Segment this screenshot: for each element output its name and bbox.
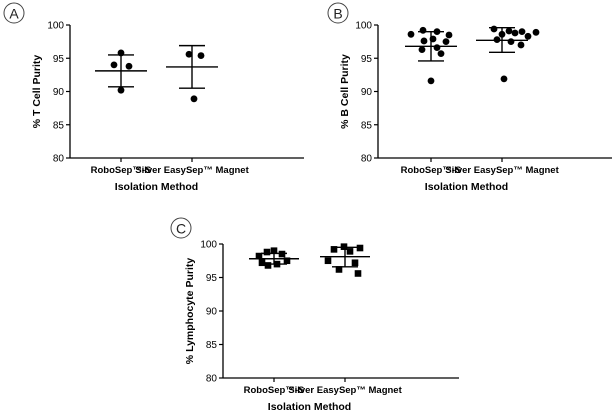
- x-axis-title: Isolation Method: [425, 181, 508, 193]
- data-point: [437, 50, 445, 57]
- data-point: [442, 38, 450, 46]
- x-category-label: RoboSep™-S: [244, 385, 305, 396]
- x-category-label: RoboSep™-S: [401, 165, 462, 176]
- data-point: [532, 28, 540, 36]
- y-axis-title: % T Cell Purity: [31, 55, 43, 129]
- y-tick-label: 85: [206, 340, 218, 351]
- y-tick-label: 95: [206, 273, 218, 284]
- panel-letter-circle: [3, 2, 25, 24]
- y-tick-label: 100: [355, 21, 372, 32]
- series-1: [405, 26, 457, 85]
- series-2: [320, 243, 370, 277]
- x-category-label: Silver EasySep™ Magnet: [288, 385, 402, 396]
- data-point: [490, 25, 498, 33]
- y-tick-label: 80: [206, 374, 218, 385]
- y-tick-label: 100: [200, 240, 217, 251]
- data-point: [255, 252, 263, 260]
- x-category-label: Silver EasySep™ Magnet: [135, 165, 249, 176]
- y-tick-label: 90: [53, 87, 65, 98]
- data-point: [407, 30, 415, 38]
- y-axis-title: % B Cell Purity: [339, 54, 351, 129]
- data-point: [433, 44, 441, 52]
- x-axis-title: Isolation Method: [115, 181, 198, 193]
- y-axis-title: % Lymphocyte Purity: [184, 258, 196, 365]
- data-point: [517, 41, 525, 49]
- data-point: [190, 95, 198, 103]
- data-point: [524, 32, 532, 40]
- data-point: [125, 62, 133, 70]
- data-point: [264, 262, 272, 269]
- y-tick-label: 80: [361, 154, 373, 165]
- panel-letter: B: [333, 6, 342, 22]
- y-tick-label: 85: [361, 120, 373, 131]
- data-point: [445, 31, 453, 39]
- data-point: [263, 248, 271, 256]
- y-tick-label: 85: [53, 120, 65, 131]
- data-point: [518, 28, 526, 36]
- y-tick-label: 95: [361, 54, 373, 65]
- x-category-label: RoboSep™-S: [91, 165, 152, 176]
- data-point: [335, 266, 343, 273]
- series-1: [95, 49, 147, 94]
- y-tick-label: 90: [206, 307, 218, 318]
- data-point: [346, 248, 354, 255]
- data-point: [197, 52, 205, 59]
- data-point: [420, 37, 428, 45]
- series-2: [166, 44, 218, 103]
- series-1: [249, 247, 299, 269]
- data-point: [324, 257, 332, 265]
- y-tick-label: 95: [53, 54, 65, 65]
- y-tick-label: 100: [47, 21, 64, 32]
- data-point: [354, 270, 362, 277]
- series-2: [476, 25, 540, 83]
- data-point: [110, 61, 118, 69]
- panel-letter: C: [176, 221, 186, 237]
- data-point: [283, 257, 291, 265]
- panel-letter-circle: [170, 217, 192, 239]
- data-point: [511, 29, 519, 37]
- data-point: [330, 246, 338, 253]
- data-point: [505, 27, 513, 35]
- x-axis-title: Isolation Method: [268, 401, 351, 413]
- data-point: [418, 46, 426, 54]
- panel-letter: A: [9, 6, 19, 22]
- data-point: [356, 244, 364, 252]
- x-category-label: Silver EasySep™ Magnet: [445, 165, 559, 176]
- data-point: [117, 86, 125, 94]
- y-tick-label: 90: [361, 87, 373, 98]
- data-point: [500, 75, 508, 83]
- data-point: [351, 259, 359, 267]
- data-point: [427, 77, 435, 85]
- data-point: [270, 247, 278, 254]
- y-tick-label: 80: [53, 154, 65, 165]
- data-point: [419, 26, 427, 34]
- data-point: [185, 50, 193, 58]
- data-point: [507, 38, 515, 46]
- data-point: [258, 259, 266, 267]
- panel-letter-circle: [327, 2, 349, 24]
